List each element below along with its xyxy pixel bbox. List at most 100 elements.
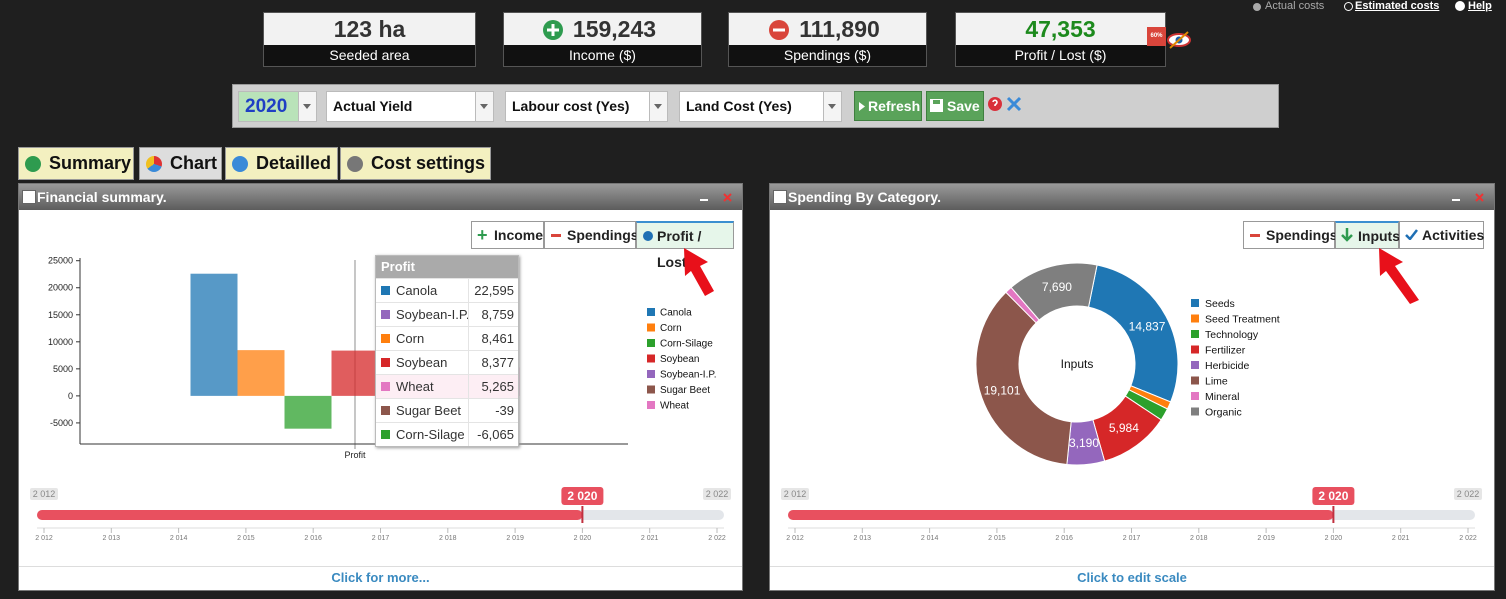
tab-icon [146, 156, 162, 172]
checkbox[interactable] [773, 190, 787, 204]
income-button[interactable]: + Income [471, 221, 544, 249]
minus-icon [769, 20, 789, 40]
tooltip-name: Sugar Beet [396, 403, 462, 418]
kpi-value: 123 ha [333, 16, 406, 42]
button-label: Activities [1422, 227, 1485, 243]
tooltip-name: Corn [396, 331, 425, 346]
year-value: 2020 [245, 96, 288, 117]
tooltip-swatch [381, 406, 390, 415]
window-controls[interactable] [1452, 193, 1484, 203]
dropdown-arrow [475, 92, 493, 121]
kpi-label: Spendings ($) [729, 45, 926, 66]
button-label: Inputs [1358, 228, 1400, 244]
panel-footer-link[interactable]: Click to edit scale [770, 566, 1494, 590]
dropdown-arrow [649, 92, 667, 121]
tooltip-value: 8,461 [468, 327, 514, 350]
button-label: Income [494, 227, 544, 243]
checkbox[interactable] [22, 190, 36, 204]
panel-header: Financial summary. [19, 184, 742, 210]
actual-costs-link[interactable]: Actual costs [1265, 0, 1325, 12]
kpi-box: 47,353 Profit / Lost ($) 60% [955, 12, 1166, 67]
help-icon [1455, 1, 1465, 11]
yield-value: Actual Yield [333, 98, 413, 114]
kpi-box: 159,243 Income ($) [503, 12, 702, 67]
tooltip-name: Wheat [396, 379, 434, 394]
window-controls[interactable] [700, 193, 732, 203]
tooltip-row: Sugar Beet -39 [376, 398, 518, 422]
tab-cost-settings[interactable]: Cost settings [340, 147, 491, 180]
dropdown-arrow [298, 92, 316, 121]
tab-label: Summary [49, 153, 132, 173]
tooltip-swatch [381, 358, 390, 367]
button-label: Profit / Lost [657, 228, 702, 270]
down-arrow-icon [1341, 228, 1353, 242]
tooltip-value: 22,595 [468, 279, 514, 302]
kpi-box: 111,890 Spendings ($) [728, 12, 927, 67]
spendings-button[interactable]: Spendings [1243, 221, 1338, 249]
tooltip-value: 8,377 [468, 351, 514, 374]
tab-summary[interactable]: Summary [18, 147, 134, 180]
button-label: Spendings [1266, 227, 1338, 243]
tab-detailled[interactable]: Detailled [225, 147, 338, 180]
tooltip-name: Canola [396, 283, 438, 298]
help-link[interactable]: Help [1468, 0, 1492, 12]
kpi-value: 111,890 [799, 16, 880, 42]
save-label: Save [947, 98, 980, 114]
estimated-costs-link[interactable]: Estimated costs [1355, 0, 1440, 12]
tooltip-name: Soybean [396, 355, 448, 370]
save-icon [930, 99, 943, 112]
dropdown-arrow [823, 92, 841, 121]
tooltip-row: Corn 8,461 [376, 326, 518, 350]
panel-footer-link[interactable]: Click for more... [19, 566, 742, 590]
land-select[interactable]: Land Cost (Yes) [679, 91, 842, 122]
panel: Financial summary. Click for more... [18, 183, 743, 591]
land-value: Land Cost (Yes) [686, 98, 792, 114]
radio-circle [1344, 2, 1353, 11]
radio-dot [1253, 3, 1261, 11]
tab-label: Chart [170, 153, 218, 173]
tooltip-row: Corn-Silage -6,065 [376, 422, 518, 446]
tooltip-value: 5,265 [468, 375, 514, 398]
inputs-button[interactable]: Inputs [1335, 221, 1400, 249]
tooltip-row: Soybean 8,377 [376, 350, 518, 374]
spendings-button[interactable]: Spendings [544, 221, 639, 249]
tooltip-value: -6,065 [468, 423, 514, 446]
toolbar-icons[interactable] [987, 96, 1027, 113]
panel-title: Financial summary. [37, 189, 167, 205]
labour-value: Labour cost (Yes) [512, 98, 630, 114]
check-icon [1405, 229, 1418, 240]
kpi-label: Profit / Lost ($) [956, 45, 1165, 66]
play-icon [859, 102, 865, 111]
labour-select[interactable]: Labour cost (Yes) [505, 91, 668, 122]
save-button[interactable]: Save [926, 91, 984, 121]
refresh-button[interactable]: Refresh [854, 91, 922, 121]
kpi-value: 159,243 [572, 16, 657, 42]
tooltip-name: Corn-Silage [396, 427, 465, 442]
kpi-box: 123 ha Seeded area [263, 12, 476, 67]
yield-select[interactable]: Actual Yield [326, 91, 494, 122]
tab-icon [232, 156, 248, 172]
kpi-value: 47,353 [1025, 16, 1096, 42]
plus-icon [543, 20, 563, 40]
tooltip-name: Soybean-I.P. [396, 307, 470, 322]
panel: Spending By Category. Click to edit scal… [769, 183, 1495, 591]
eye-icon[interactable] [1166, 30, 1192, 50]
tooltip-row: Canola 22,595 [376, 278, 518, 302]
tab-chart[interactable]: Chart [139, 147, 222, 180]
tooltip-swatch [381, 334, 390, 343]
year-select[interactable]: 2020 [238, 91, 317, 122]
tooltip-swatch [381, 286, 390, 295]
tooltip-swatch [381, 310, 390, 319]
tooltip-value: -39 [468, 399, 514, 422]
tooltip-value: 8,759 [468, 303, 514, 326]
tooltip: Profit Canola 22,595 Soybean-I.P. 8,759 Corn 8… [375, 255, 519, 447]
activities-button[interactable]: Activities [1399, 221, 1484, 249]
tooltip-row: Wheat 5,265 [376, 374, 518, 398]
tab-label: Detailled [256, 153, 332, 173]
profit-button[interactable]: Profit / Lost [636, 221, 734, 270]
tooltip-swatch [381, 430, 390, 439]
panel-header: Spending By Category. [770, 184, 1494, 210]
percent-badge: 60% [1147, 27, 1166, 46]
tab-label: Cost settings [371, 153, 486, 173]
